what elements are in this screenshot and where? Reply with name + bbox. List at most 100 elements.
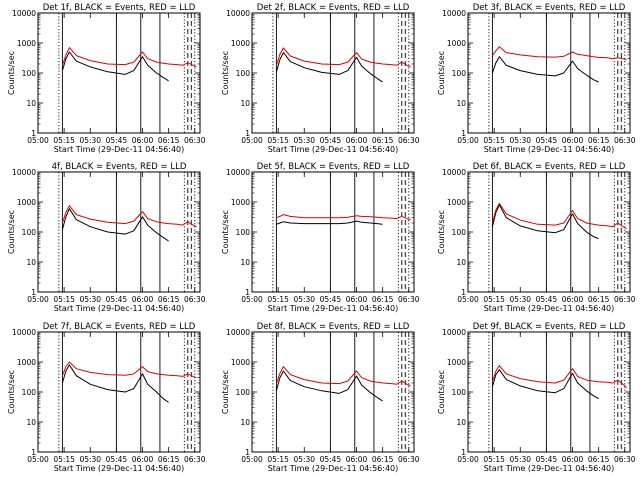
x-tick-label: 06:15 bbox=[372, 455, 394, 464]
y-tick-label: 1000 bbox=[231, 358, 250, 367]
x-tick-label: 05:15 bbox=[267, 455, 289, 464]
chart-panel-4: 4f, BLACK = Events, RED = LLD 1 10 100 1000 1… bbox=[7, 162, 206, 313]
series-lld-line bbox=[275, 47, 411, 68]
chart-title: Det 5f, BLACK = Events, RED = LLD bbox=[257, 162, 410, 172]
y-axis-label: Counts/sec bbox=[7, 370, 16, 414]
x-tick-label: 05:00 bbox=[457, 136, 479, 145]
series-events-line bbox=[491, 56, 599, 83]
x-tick-label: 06:15 bbox=[588, 295, 610, 304]
chart-title: Det 9f, BLACK = Events, RED = LLD bbox=[473, 322, 626, 332]
x-tick-label: 05:00 bbox=[27, 136, 49, 145]
x-tick-label: 06:00 bbox=[346, 455, 368, 464]
x-tick-label: 06:15 bbox=[588, 455, 610, 464]
x-tick-label: 06:15 bbox=[158, 455, 180, 464]
y-tick-label: 100 bbox=[22, 69, 37, 78]
x-axis-label: Start Time (29-Dec-11 04:56:40) bbox=[54, 145, 185, 154]
x-tick-label: 06:00 bbox=[562, 136, 584, 145]
x-tick-label: 05:00 bbox=[457, 455, 479, 464]
x-axis-label: Start Time (29-Dec-11 04:56:40) bbox=[484, 464, 615, 473]
chart-title: Det 8f, BLACK = Events, RED = LLD bbox=[257, 322, 410, 332]
y-tick-label: 10000 bbox=[12, 328, 36, 337]
x-tick-label: 06:15 bbox=[372, 136, 394, 145]
chart-title: Det 7f, BLACK = Events, RED = LLD bbox=[43, 322, 196, 332]
x-tick-label: 05:45 bbox=[106, 136, 128, 145]
y-tick-label: 1000 bbox=[17, 198, 36, 207]
x-tick-label: 05:15 bbox=[267, 136, 289, 145]
x-tick-label: 05:30 bbox=[79, 295, 101, 304]
y-tick-label: 10 bbox=[240, 258, 250, 267]
y-tick-label: 10 bbox=[26, 258, 36, 267]
x-tick-label: 06:30 bbox=[614, 455, 636, 464]
x-tick-label: 06:30 bbox=[184, 136, 206, 145]
x-tick-label: 06:30 bbox=[184, 455, 206, 464]
x-tick-label: 05:30 bbox=[509, 455, 531, 464]
chart-title: Det 1f, BLACK = Events, RED = LLD bbox=[43, 3, 196, 13]
y-tick-label: 10 bbox=[456, 418, 466, 427]
y-tick-label: 100 bbox=[452, 69, 467, 78]
chart-title: 4f, BLACK = Events, RED = LLD bbox=[52, 162, 187, 172]
y-axis-label: Counts/sec bbox=[221, 370, 230, 414]
y-tick-label: 100 bbox=[452, 228, 467, 237]
y-axis-label: Counts/sec bbox=[437, 370, 446, 414]
y-axis-label: Counts/sec bbox=[437, 51, 446, 95]
series-events-line bbox=[61, 51, 169, 82]
x-axis-label: Start Time (29-Dec-11 04:56:40) bbox=[54, 304, 185, 313]
x-tick-label: 05:45 bbox=[536, 455, 558, 464]
y-tick-label: 1000 bbox=[447, 39, 466, 48]
y-tick-label: 10000 bbox=[442, 168, 466, 177]
y-tick-label: 10000 bbox=[442, 328, 466, 337]
x-tick-label: 05:00 bbox=[27, 455, 49, 464]
x-tick-label: 05:30 bbox=[293, 295, 315, 304]
y-axis-label: Counts/sec bbox=[437, 210, 446, 254]
x-tick-label: 05:00 bbox=[241, 455, 263, 464]
x-tick-label: 06:30 bbox=[184, 295, 206, 304]
x-tick-label: 05:30 bbox=[293, 455, 315, 464]
y-tick-label: 100 bbox=[236, 228, 251, 237]
y-axis-label: Counts/sec bbox=[7, 51, 16, 95]
x-tick-label: 06:15 bbox=[372, 295, 394, 304]
series-events-line bbox=[276, 220, 383, 225]
y-tick-label: 1 bbox=[245, 288, 250, 297]
x-tick-label: 05:30 bbox=[79, 136, 101, 145]
y-axis-label: Counts/sec bbox=[221, 51, 230, 95]
x-tick-label: 06:00 bbox=[132, 295, 154, 304]
series-events-line bbox=[61, 208, 169, 242]
chart-panel-9: Det 9f, BLACK = Events, RED = LLD 1 10 100 1… bbox=[437, 322, 636, 473]
x-tick-label: 05:30 bbox=[509, 136, 531, 145]
y-tick-label: 10 bbox=[26, 99, 36, 108]
x-tick-label: 05:00 bbox=[241, 295, 263, 304]
x-tick-label: 05:45 bbox=[320, 455, 342, 464]
series-events-line bbox=[61, 364, 169, 403]
y-tick-label: 1000 bbox=[231, 39, 250, 48]
x-tick-label: 06:00 bbox=[132, 455, 154, 464]
series-events-line bbox=[275, 52, 383, 83]
x-tick-label: 06:30 bbox=[614, 136, 636, 145]
x-tick-label: 05:30 bbox=[79, 455, 101, 464]
y-tick-label: 100 bbox=[236, 69, 251, 78]
x-tick-label: 06:30 bbox=[398, 136, 420, 145]
y-tick-label: 1000 bbox=[17, 39, 36, 48]
y-tick-label: 1000 bbox=[17, 358, 36, 367]
y-axis-label: Counts/sec bbox=[221, 210, 230, 254]
x-tick-label: 05:45 bbox=[106, 455, 128, 464]
chart-panel-1: Det 1f, BLACK = Events, RED = LLD 1 10 100 1… bbox=[7, 3, 206, 154]
x-tick-label: 06:00 bbox=[346, 136, 368, 145]
series-lld-line bbox=[61, 47, 197, 68]
x-tick-label: 05:15 bbox=[53, 136, 75, 145]
x-tick-label: 05:30 bbox=[509, 295, 531, 304]
series-lld-line bbox=[275, 366, 411, 387]
series-events-line bbox=[491, 204, 599, 240]
x-tick-label: 06:00 bbox=[562, 295, 584, 304]
x-tick-label: 06:15 bbox=[158, 295, 180, 304]
y-tick-label: 100 bbox=[452, 388, 467, 397]
x-tick-label: 05:00 bbox=[457, 295, 479, 304]
y-tick-label: 1 bbox=[461, 129, 466, 138]
x-tick-label: 06:30 bbox=[398, 295, 420, 304]
y-tick-label: 10 bbox=[240, 99, 250, 108]
x-tick-label: 05:45 bbox=[106, 295, 128, 304]
series-lld-line bbox=[61, 205, 197, 228]
chart-panel-2: Det 2f, BLACK = Events, RED = LLD 1 10 100 1… bbox=[221, 3, 420, 154]
y-tick-label: 1 bbox=[31, 448, 36, 457]
x-tick-label: 05:45 bbox=[536, 136, 558, 145]
x-tick-label: 06:15 bbox=[158, 136, 180, 145]
